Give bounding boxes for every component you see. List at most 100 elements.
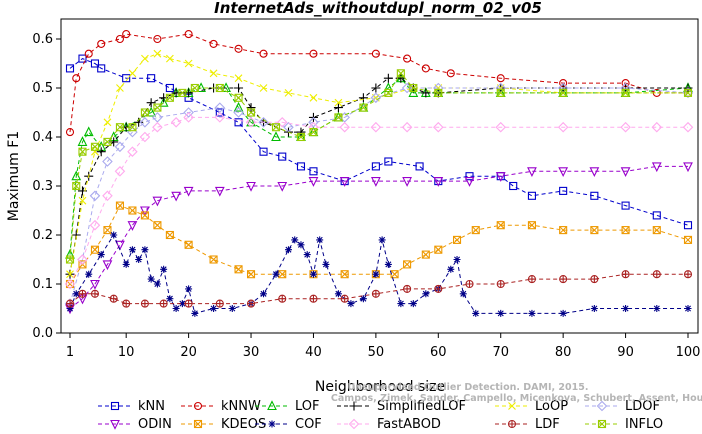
data-point: [372, 270, 380, 278]
data-point: [309, 270, 317, 278]
data-point: [397, 300, 405, 308]
data-point: [234, 83, 244, 93]
data-point: [358, 93, 368, 103]
data-point-cross: [78, 290, 86, 298]
legend-item-fastabod: FastABOD: [337, 417, 441, 432]
data-point: [370, 177, 381, 187]
data-point-cross: [309, 128, 318, 136]
data-point-cross: [590, 275, 598, 283]
data-point: [209, 39, 218, 48]
plot-frame: [60, 18, 699, 334]
data-point: [233, 101, 244, 112]
data-point-cross: [341, 295, 349, 303]
x-tick-label: 20: [180, 345, 197, 360]
x-tick-label: 50: [368, 345, 385, 360]
data-point: [433, 177, 444, 187]
data-point: [652, 226, 661, 235]
data-point: [403, 260, 412, 269]
data-point: [308, 177, 319, 187]
data-point: [245, 117, 257, 128]
data-point: [497, 309, 505, 317]
data-point-cross: [396, 69, 405, 78]
x-tick-label: 40: [305, 345, 322, 360]
data-point: [409, 300, 417, 308]
legend-label: kNNW: [221, 399, 261, 414]
data-point: [103, 137, 112, 146]
data-point: [653, 305, 661, 312]
data-point: [209, 69, 218, 78]
data-point: [396, 69, 405, 78]
data-point: [214, 186, 225, 197]
data-point: [140, 108, 149, 117]
data-point: [97, 39, 106, 48]
data-point-cross: [165, 231, 174, 239]
data-point: [465, 172, 474, 181]
data-point: [459, 290, 467, 298]
legend-label: SimplifiedLOF: [377, 399, 466, 414]
data-point-cross: [209, 255, 218, 264]
data-point: [66, 305, 74, 312]
data-point-cross: [66, 300, 74, 308]
data-point: [72, 181, 81, 191]
data-point: [128, 123, 137, 132]
data-point: [509, 181, 518, 191]
data-point-cross: [384, 89, 393, 97]
data-point: [278, 152, 287, 161]
legend-item-knn: kNN: [98, 399, 165, 414]
series-inflo: [65, 69, 693, 264]
legend-label: FastABOD: [377, 417, 441, 432]
data-point-cross: [471, 226, 480, 234]
series-line: [69, 77, 688, 275]
data-point: [496, 88, 505, 97]
data-point-cross: [165, 93, 174, 102]
data-point: [90, 59, 100, 68]
data-point: [141, 246, 149, 254]
data-point: [89, 190, 101, 202]
x-tick-label: 90: [617, 345, 634, 360]
y-axis-label: Maximum F1: [6, 131, 22, 221]
data-point-cross: [359, 103, 368, 112]
data-point-cross: [528, 221, 536, 230]
data-point-cross: [103, 138, 112, 146]
data-point: [140, 211, 149, 220]
data-point: [622, 305, 630, 312]
legend-label: LOF: [295, 399, 320, 414]
data-point: [160, 265, 168, 273]
data-point: [559, 88, 568, 97]
data-point: [246, 181, 256, 192]
data-point: [246, 108, 256, 117]
data-point: [115, 201, 124, 210]
data-point: [210, 305, 218, 312]
x-tick-label: 30: [243, 345, 260, 360]
data-point-cross: [508, 420, 516, 428]
legend-item-inflo: INFLO: [585, 417, 663, 432]
data-point: [115, 123, 124, 132]
data-point: [83, 126, 94, 137]
x-axis: 1 10 20 30 40 50 60 70 80 90 100: [66, 333, 700, 360]
data-point: [183, 107, 194, 118]
data-point: [127, 146, 138, 157]
data-point-cross: [278, 295, 286, 303]
data-point: [90, 245, 100, 254]
data-point: [171, 191, 182, 202]
y-tick-label: 0.2: [32, 228, 53, 243]
data-point: [334, 98, 343, 107]
data-point: [193, 419, 203, 429]
data-point: [447, 265, 455, 273]
data-point: [276, 117, 288, 128]
data-point-cross: [190, 84, 199, 92]
data-point: [421, 88, 431, 98]
data-point: [165, 93, 174, 102]
data-point: [620, 167, 631, 178]
data-point: [334, 290, 342, 298]
data-point-cross: [272, 123, 280, 132]
legend-item-knnw: kNNW: [181, 399, 261, 414]
data-point: [215, 83, 224, 93]
data-point: [359, 295, 367, 303]
data-point: [259, 49, 268, 58]
data-point: [272, 270, 280, 278]
data-point: [434, 245, 443, 254]
legend-item-lof: LOF: [255, 399, 320, 414]
data-point-cross: [334, 113, 343, 122]
data-point: [102, 260, 113, 271]
